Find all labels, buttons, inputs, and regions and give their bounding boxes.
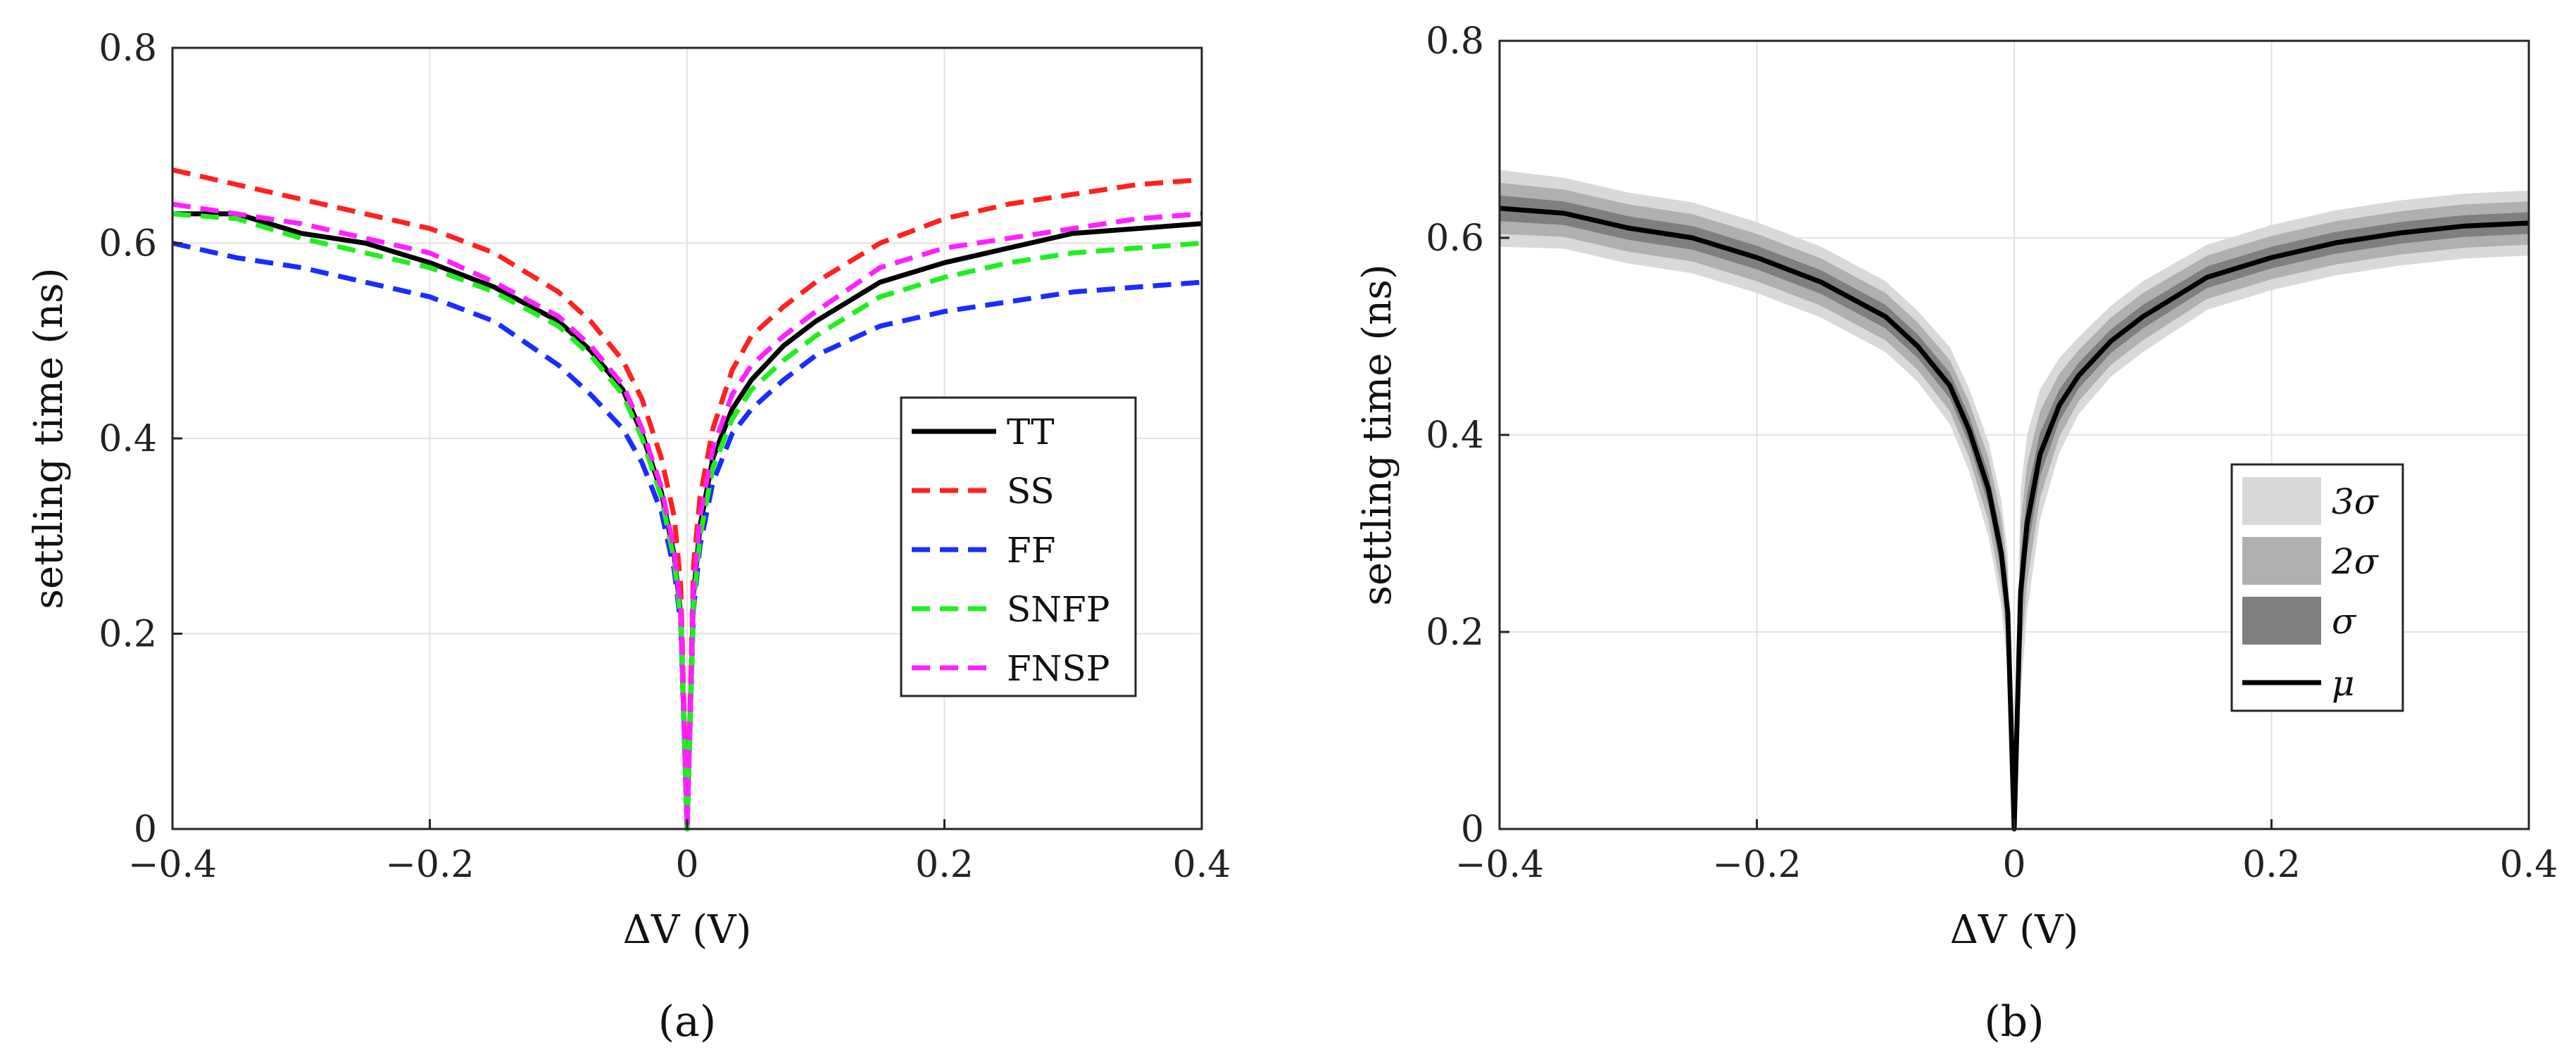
legend-entry-snfp: SNFP [912, 589, 1110, 630]
panel-a-y-tick-label-0: 0 [134, 809, 157, 851]
panel-a-y-ticks: 0 0.2 0.4 0.6 0.8 [99, 27, 182, 851]
panel-a-x-tick-label-0: −0.4 [128, 844, 217, 886]
panel-b-x-tick-label-0: −0.4 [1455, 844, 1544, 886]
panel-b-x-tick-label-4: 0.4 [2500, 844, 2558, 886]
panel-a-y-tick-label-1: 0.2 [99, 614, 157, 656]
panel-b: 0 0.2 0.4 0.6 0.8 −0.4 −0.2 0 0.2 0.4 ΔV (V) set… [1355, 20, 2558, 1046]
panel-a-caption-text: (a) [658, 997, 717, 1046]
legend-label-mu: μ [2332, 663, 2355, 704]
legend-label-fnsp: FNSP [1007, 648, 1110, 689]
panel-b-bands-group [1500, 170, 2529, 830]
panel-a-x-tick-label-3: 0.2 [915, 844, 974, 886]
panel-b-x-ticks: −0.4 −0.2 0 0.2 0.4 [1455, 819, 2558, 886]
legend-entry-fnsp: FNSP [912, 648, 1110, 689]
series-line-ss [172, 167, 1202, 832]
panel-a: 0 0.2 0.4 0.6 0.8 −0.4 −0.2 0 0.2 0.4 ΔV (V) set… [26, 27, 1231, 1046]
panel-a-y-axis-label: settling time (ns) [26, 267, 72, 609]
panel-a-x-axis-label-text: ΔV (V) [623, 907, 752, 953]
legend-entry-3sigma: 3σ [2242, 477, 2380, 525]
legend-label-3sigma: 3σ [2332, 481, 2380, 522]
panel-a-x-tick-label-4: 0.4 [1173, 844, 1231, 886]
legend-label-ss: SS [1007, 471, 1055, 512]
panel-a-x-axis-label: ΔV (V) [623, 907, 752, 953]
panel-b-x-axis-label: ΔV (V) [1950, 907, 2079, 953]
panel-a-y-tick-label-3: 0.6 [99, 223, 157, 265]
panel-b-y-tick-label-2: 0.4 [1426, 414, 1484, 457]
panel-a-caption: (a) [658, 997, 717, 1046]
panel-b-caption-text: (b) [1984, 997, 2044, 1046]
legend-entry-ss: SS [912, 471, 1055, 512]
band-2sigma [1500, 182, 2529, 830]
legend-label-snfp: SNFP [1007, 589, 1110, 630]
panel-a-y-tick-label-2: 0.4 [99, 418, 157, 460]
legend-swatch-2sigma [2242, 537, 2321, 585]
panel-b-legend: 3σ 2σ σ μ [2230, 463, 2404, 712]
legend-label-tt: TT [1007, 412, 1055, 452]
series-line-fnsp [172, 201, 1202, 832]
panel-b-y-tick-label-4: 0.8 [1426, 20, 1484, 63]
panel-a-x-ticks: −0.4 −0.2 0 0.2 0.4 [128, 819, 1231, 886]
legend-entry-mu: μ [2242, 663, 2355, 704]
panel-a-y-axis-label-text: settling time (ns) [26, 267, 72, 609]
legend-entry-sigma: σ [2242, 597, 2357, 645]
legend-label-sigma: σ [2332, 601, 2357, 642]
legend-swatch-3sigma [2242, 477, 2321, 525]
panel-b-x-tick-label-3: 0.2 [2242, 844, 2301, 886]
panel-b-x-tick-label-1: −0.2 [1712, 844, 1801, 886]
panel-b-x-tick-label-2: 0 [2002, 844, 2025, 886]
legend-label-2sigma: 2σ [2331, 541, 2380, 582]
legend-entry-ff: FF [912, 530, 1055, 571]
panel-b-y-ticks: 0 0.2 0.4 0.6 0.8 [1426, 20, 1509, 851]
panel-b-y-axis-label: settling time (ns) [1355, 264, 1400, 605]
panel-a-y-tick-label-4: 0.8 [99, 27, 157, 70]
panel-a-x-tick-label-1: −0.2 [385, 844, 474, 886]
panel-a-legend: TT SS FF SNFP FNSP [900, 396, 1137, 697]
panel-b-y-axis-label-text: settling time (ns) [1355, 264, 1400, 605]
legend-label-ff: FF [1007, 530, 1055, 571]
panel-a-x-tick-label-2: 0 [675, 844, 698, 886]
panel-b-caption: (b) [1984, 997, 2044, 1046]
legend-swatch-sigma [2242, 597, 2321, 645]
legend-entry-2sigma: 2σ [2242, 537, 2380, 585]
panel-b-y-tick-label-1: 0.2 [1426, 612, 1484, 654]
panel-b-y-tick-label-3: 0.6 [1426, 217, 1484, 260]
legend-entry-tt: TT [912, 412, 1055, 452]
panel-a-legend-box [900, 396, 1137, 697]
panel-b-x-axis-label-text: ΔV (V) [1950, 907, 2079, 953]
panel-b-y-tick-label-0: 0 [1461, 809, 1484, 851]
